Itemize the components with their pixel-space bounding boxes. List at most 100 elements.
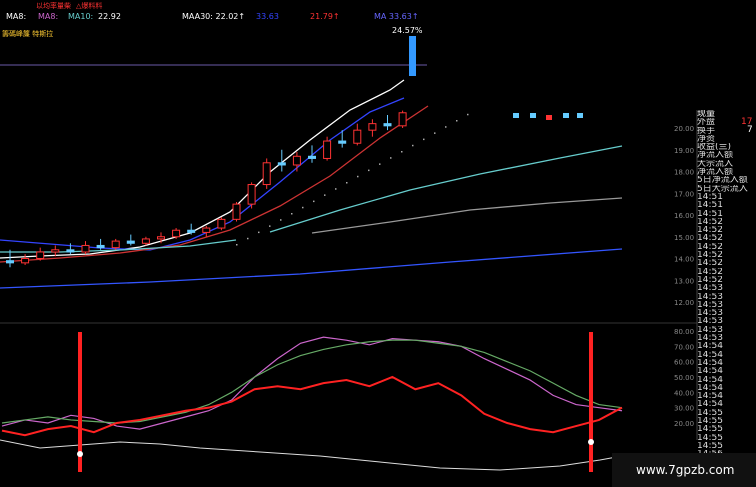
candle-body — [36, 251, 45, 260]
candle-body — [368, 123, 377, 131]
price-tick-label: 13.00 — [674, 277, 694, 285]
candle-body — [141, 238, 150, 244]
side-panel-row: 14:51 — [697, 209, 723, 218]
projection-dot — [401, 151, 403, 153]
candle-body — [51, 249, 60, 253]
ma-legend-item: MA8: — [6, 12, 26, 21]
oscillator-tick-label: 50.00 — [674, 374, 694, 382]
ma20-line — [0, 105, 429, 263]
candle-body — [308, 155, 316, 159]
ma120-line — [311, 197, 623, 234]
oscillator-tick-label: 60.00 — [674, 359, 694, 367]
side-panel-row: 14:53 — [697, 334, 723, 343]
side-panel-row: 14:54 — [697, 400, 723, 409]
projection-dot — [412, 144, 414, 147]
signal-dot — [77, 451, 83, 457]
j-line — [1, 375, 623, 437]
side-panel-row: 14:55 — [697, 425, 723, 434]
side-panel-row: 14:53 — [697, 284, 723, 293]
candle-body — [546, 115, 552, 120]
ma250-line — [0, 248, 623, 289]
oscillator-tick-label: 80.00 — [674, 328, 694, 336]
side-panel-row: 14:52 — [697, 251, 723, 260]
price-tick-label: 19.00 — [674, 147, 694, 155]
projection-dot — [390, 157, 392, 159]
candle-body — [66, 249, 75, 253]
side-panel-row: 14:52 — [697, 217, 723, 227]
price-tick-label: 18.00 — [674, 169, 694, 177]
candle-body — [338, 140, 347, 144]
side-panel-row: 5日大宗流入 — [697, 184, 748, 193]
projection-dot — [456, 120, 458, 122]
side-panel-row: 14:54 — [697, 375, 723, 384]
side-panel-row: 净资 — [697, 134, 716, 144]
price-tick-label: 15.00 — [674, 234, 694, 242]
candle-body — [187, 229, 196, 233]
candle-body — [232, 203, 241, 220]
signal-dot — [588, 439, 594, 445]
side-panel-row: 5日净流入额 — [697, 176, 748, 185]
side-panel-row: 净流入额 — [697, 151, 734, 160]
side-panel-row: 14:52 — [697, 242, 723, 252]
projection-dot — [357, 175, 359, 178]
projection-dot — [335, 188, 337, 190]
projection-dot — [346, 182, 348, 184]
side-panel-row: 14:54 — [697, 383, 723, 393]
signal-bar-left — [78, 332, 82, 472]
candle-body — [398, 112, 407, 127]
side-panel-row: 14:52 — [697, 226, 723, 235]
candle-body — [247, 184, 256, 205]
side-panel-row: 14:52 — [697, 259, 723, 268]
candle-body — [6, 260, 14, 264]
side-panel-row: 14:54 — [697, 392, 723, 401]
price-tick-label: 20.00 — [674, 125, 694, 133]
candle-body — [563, 113, 569, 118]
oscillator-tick-label: 70.00 — [674, 343, 694, 351]
oscillator-axis: 80.00 70.00 60.00 50.00 40.00 30.00 20.00 — [674, 328, 694, 428]
ma60-line-right — [269, 145, 623, 233]
side-panel-row: 14:55 — [697, 416, 723, 426]
side-panel-row: 14:55 — [697, 433, 723, 442]
candle-body — [353, 129, 362, 144]
candle-body — [292, 155, 301, 166]
price-tick-label: 14.00 — [674, 256, 694, 264]
candle-body — [21, 258, 30, 264]
candle-body — [157, 236, 165, 240]
side-panel-row: 14:54 — [697, 350, 723, 359]
candle-body — [323, 140, 332, 159]
ma-legend-item: MA10: — [68, 12, 93, 21]
candle-body — [530, 113, 536, 118]
side-panel-row: 外盘 — [697, 118, 716, 127]
projection-dot — [302, 206, 304, 209]
oscillator-tick-label: 20.00 — [674, 420, 694, 428]
ma-legend-item: MA 33.63↑ — [374, 12, 419, 21]
side-panel-row: 收益(亖) — [697, 143, 732, 152]
projection-dot — [467, 113, 469, 116]
oscillator-panel — [0, 332, 623, 472]
side-panel-row: 14:54 — [697, 367, 723, 376]
chart-subtitle: 籌碼峰簾 特斯拉 — [2, 29, 53, 38]
oscillator-tick-label: 40.00 — [674, 389, 694, 397]
projection-dot — [379, 163, 381, 165]
price-tick-label: 16.00 — [674, 212, 694, 220]
projection-dot — [324, 194, 326, 196]
header-tag-1: 以均率量柴 — [36, 1, 71, 10]
moving-average-lines — [0, 79, 623, 289]
side-panel-row: 14:52 — [697, 234, 723, 243]
side-panel-row: 大宗流入 — [697, 159, 734, 169]
annotation-label: 24.57% — [392, 26, 423, 35]
side-panel-row: 14:54 — [697, 358, 723, 368]
side-panel: 现量 外盘 换手 净资 收益(亖) 净流入额 大宗流入 净流入额 5日净流入额 5日大宗流入 14:… — [697, 110, 756, 458]
side-panel-row: 14:54 — [697, 342, 723, 351]
side-panel-row: 净流入额 — [697, 168, 734, 177]
ma-legend-item: MAA30: 22.02↑ — [182, 12, 245, 21]
candle-body — [383, 123, 392, 127]
candle-body — [217, 218, 226, 229]
side-panel-row: 14:55 — [697, 441, 723, 451]
side-value-white: 7 — [747, 125, 753, 135]
side-panel-row: 14:55 — [697, 408, 723, 417]
projection-dot — [247, 237, 249, 240]
projection-dot — [269, 225, 271, 227]
side-panel-row: 14:53 — [697, 300, 723, 310]
